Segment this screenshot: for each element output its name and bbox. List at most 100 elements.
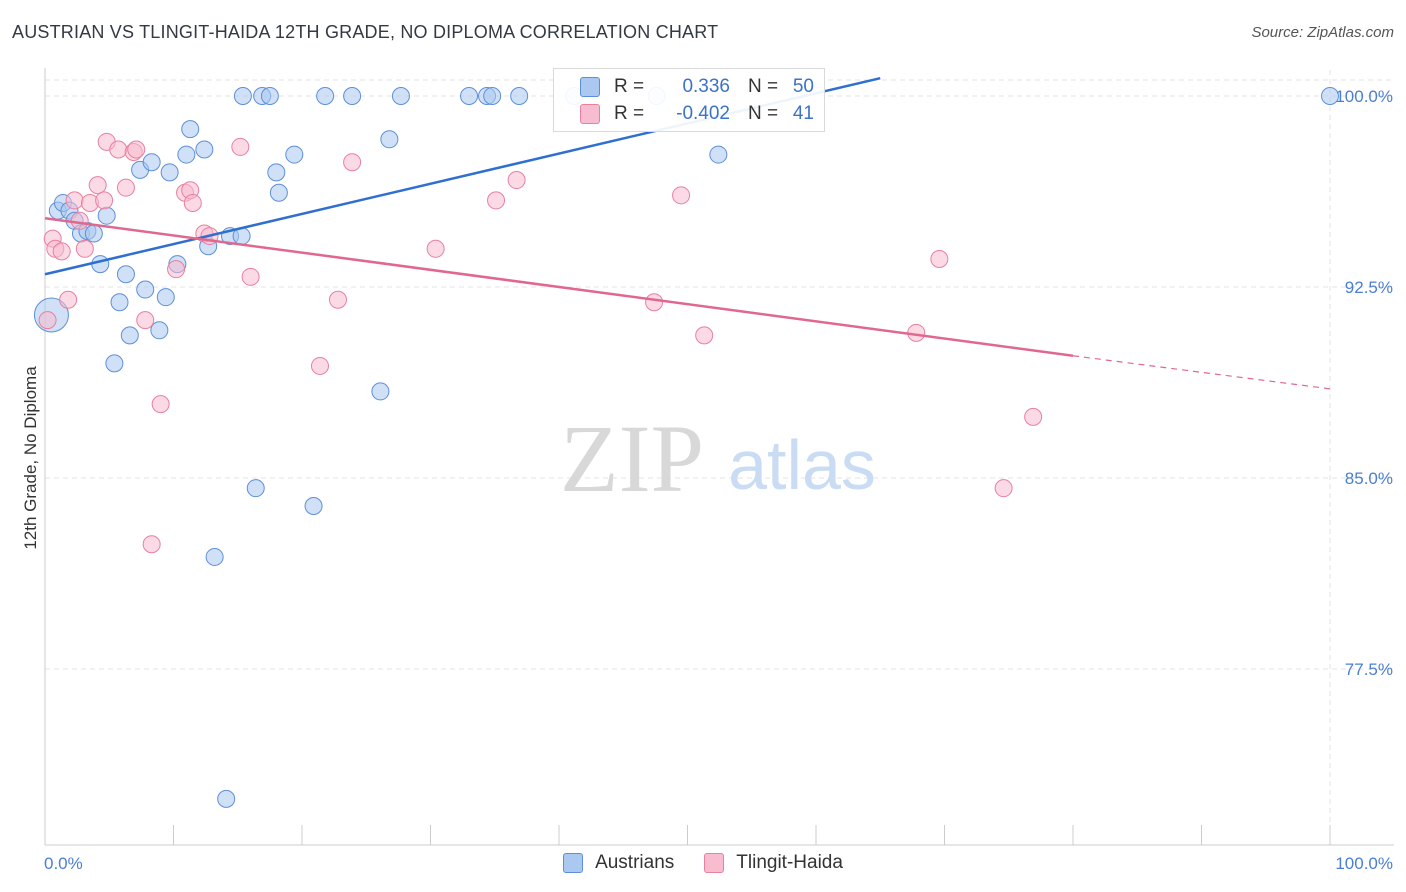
tlingit-points (38, 132, 1043, 554)
austrians-point (91, 255, 110, 274)
austrians-point (316, 87, 335, 105)
austrians-point (233, 87, 252, 105)
austrians-point (391, 87, 410, 105)
tlingit-point (672, 186, 691, 205)
tlingit-point (95, 191, 114, 210)
tlingit-point (151, 395, 170, 414)
legend-n-value: 41 (792, 103, 814, 124)
tlingit-point (645, 293, 664, 312)
tlingit-point (231, 137, 250, 156)
austrians-point (371, 382, 390, 401)
austrians-point (160, 163, 179, 182)
austrians-point (510, 87, 529, 105)
legend-r-value: 0.336 (682, 76, 730, 97)
legend-r-label: R = (614, 103, 645, 124)
austrians-point (304, 497, 323, 516)
legend-n-label: N = (748, 76, 779, 97)
legend-r-label: R = (614, 76, 645, 97)
tlingit-point (65, 191, 84, 210)
grid-lines (45, 70, 1394, 845)
austrians-point (205, 547, 224, 566)
austrians-point (246, 479, 265, 498)
austrians-point (120, 326, 139, 345)
x-tick-label: 0.0% (44, 854, 83, 873)
tlingit-point (136, 311, 155, 330)
legend-row-tlingit: R = -0.402 N = 41 (554, 100, 814, 128)
tlingit-point (70, 211, 89, 230)
legend-item-austrians[interactable]: Austrians (563, 852, 674, 874)
tlingit-point (695, 326, 714, 345)
austrians-point (260, 87, 279, 105)
tlingit-point (1024, 407, 1043, 426)
austrians-legend-swatch (563, 853, 584, 873)
tlingit-point (487, 191, 506, 210)
tlingit-point (59, 290, 78, 309)
correlation-legend: R = 0.336 N = 50 R = -0.402 N = 41 (553, 68, 825, 132)
tlingit-point (52, 242, 71, 261)
legend-n-label: N = (748, 103, 779, 124)
series-legend: Austrians Tlingit-Haida (0, 852, 1406, 874)
austrians-point (156, 288, 175, 307)
chart-title: AUSTRIAN VS TLINGIT-HAIDA 12TH GRADE, NO… (12, 22, 719, 42)
austrians-point (84, 224, 103, 243)
austrians-point (136, 280, 155, 299)
tlingit-point (343, 153, 362, 172)
austrians-point (217, 789, 236, 808)
tlingit-point (426, 239, 445, 258)
austrians-point (460, 87, 479, 105)
y-tick-label: 100.0% (1335, 87, 1393, 106)
watermark-atlas: atlas (728, 426, 876, 504)
austrians-legend-label: Austrians (595, 852, 675, 873)
austrians-point (483, 87, 502, 105)
tlingit-legend-swatch (704, 853, 725, 873)
y-tick-label: 92.5% (1345, 278, 1393, 297)
source-label: Source: ZipAtlas.com (1251, 24, 1394, 41)
tlingit-point (241, 267, 260, 286)
austrians-point (97, 206, 116, 225)
tlingit-point (127, 140, 146, 159)
watermark: ZIP atlas (560, 405, 876, 512)
austrians-point (380, 130, 399, 149)
tlingit-point (109, 140, 128, 159)
legend-r-value: -0.402 (676, 103, 730, 124)
austrians-point (142, 153, 161, 172)
austrians-point (195, 140, 214, 159)
austrians-point (110, 293, 129, 312)
austrians-point (285, 145, 304, 164)
y-axis-label: 12th Grade, No Diploma (21, 366, 40, 550)
tlingit-point (142, 535, 161, 554)
y-tick-label: 85.0% (1345, 469, 1393, 488)
tlingit-point (507, 171, 526, 190)
austrians-point (181, 120, 200, 139)
tlingit-point (994, 479, 1013, 498)
legend-n-value: 50 (792, 76, 814, 97)
austrians-point (267, 163, 286, 182)
tlingit-trend-line (44, 217, 1074, 357)
austrians-swatch (580, 77, 600, 97)
y-tick-label: 77.5% (1345, 660, 1393, 679)
tlingit-legend-label: Tlingit-Haida (736, 852, 843, 873)
tick-labels: 100.0% 92.5% 85.0% 77.5% 0.0% 100.0% (44, 87, 1393, 873)
austrians-point (1321, 87, 1339, 105)
tlingit-point (38, 311, 57, 330)
austrians-point (150, 321, 169, 340)
legend-item-tlingit[interactable]: Tlingit-Haida (704, 852, 843, 874)
austrians-point (116, 265, 135, 284)
austrians-point (709, 145, 728, 164)
austrians-point (269, 183, 288, 202)
tlingit-point (183, 193, 202, 212)
tlingit-trend-extension (1072, 355, 1331, 390)
austrians-point (343, 87, 362, 105)
x-tick-label: 100.0% (1335, 854, 1393, 873)
legend-row-austrians: R = 0.336 N = 50 (554, 73, 814, 101)
axes (44, 68, 1394, 846)
watermark-zip: ZIP (560, 405, 704, 512)
austrians-point (105, 354, 124, 373)
tlingit-swatch (580, 104, 600, 124)
tlingit-point (930, 249, 949, 268)
tlingit-point (75, 239, 94, 258)
austrians-point (177, 145, 196, 164)
tlingit-point (88, 176, 107, 195)
tlingit-point (328, 290, 347, 309)
